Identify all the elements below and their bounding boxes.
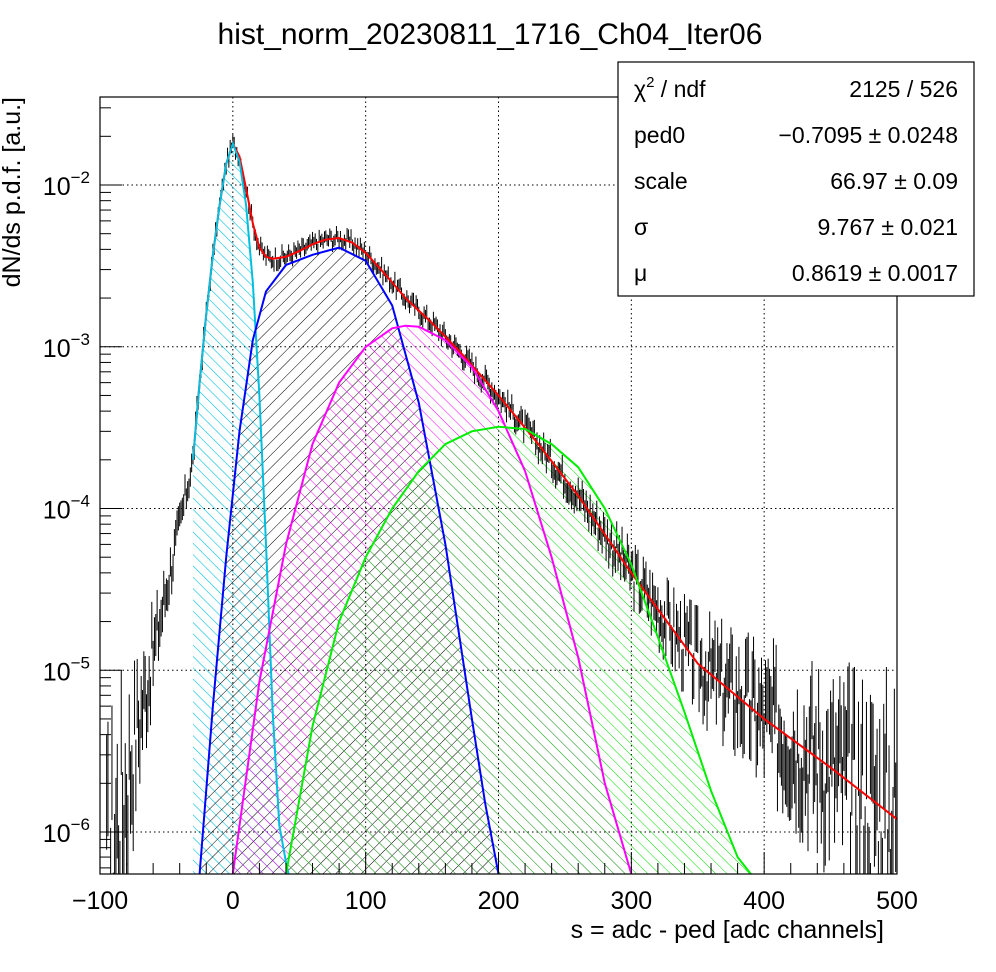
y-axis-label: dN/ds p.d.f. [a.u.] [0, 97, 26, 287]
y-tick-label: 10−4 [43, 492, 90, 525]
y-tick-label: 10−5 [43, 653, 90, 686]
x-tick-label: 400 [743, 887, 785, 915]
histogram-data [106, 134, 897, 874]
stats-value: 0.8619 ± 0.0017 [792, 260, 958, 286]
fit-curve-4 [285, 425, 752, 874]
x-tick-label: 500 [876, 887, 918, 915]
component-areas [193, 143, 751, 874]
fit-curve-1 [192, 140, 290, 874]
chart-title: hist_norm_20230811_1716_Ch04_Iter06 [218, 18, 763, 51]
stats-value: 2125 / 526 [849, 76, 958, 102]
fit-curve-2 [198, 246, 500, 874]
x-tick-label: 0 [226, 887, 240, 915]
x-axis-label: s = adc - ped [adc channels] [571, 916, 884, 944]
stats-box-frame [617, 61, 975, 297]
component-area-4 [286, 426, 751, 874]
stats-value: 66.97 ± 0.09 [830, 168, 958, 194]
stats-label: σ [634, 214, 648, 240]
x-tick-label: 300 [610, 887, 652, 915]
stats-label: ped0 [634, 122, 685, 148]
stats-label: scale [634, 168, 688, 194]
y-tick-label: 10−6 [43, 815, 90, 848]
fit-curve-3 [231, 324, 633, 874]
x-tick-label: 100 [345, 887, 387, 915]
fit-stats-box: χ2 / ndf 2125 / 526 ped0 −0.7095 ± 0.0248 sc… [617, 61, 975, 297]
stats-value: 9.767 ± 0.021 [817, 214, 958, 240]
stats-label: μ [634, 260, 647, 286]
stats-value: −0.7095 ± 0.0248 [778, 122, 958, 148]
x-tick-label: −100 [72, 887, 128, 915]
stats-label: χ2 / ndf [634, 74, 706, 102]
x-tick-label: 200 [478, 887, 520, 915]
axis-ticks: −100 0 100 200 300 400 500 10−6 10−5 10−4 10−3 10−2 [43, 107, 918, 915]
y-tick-label: 10−2 [43, 168, 90, 201]
fit-curves [192, 140, 897, 874]
y-tick-label: 10−3 [43, 330, 90, 363]
